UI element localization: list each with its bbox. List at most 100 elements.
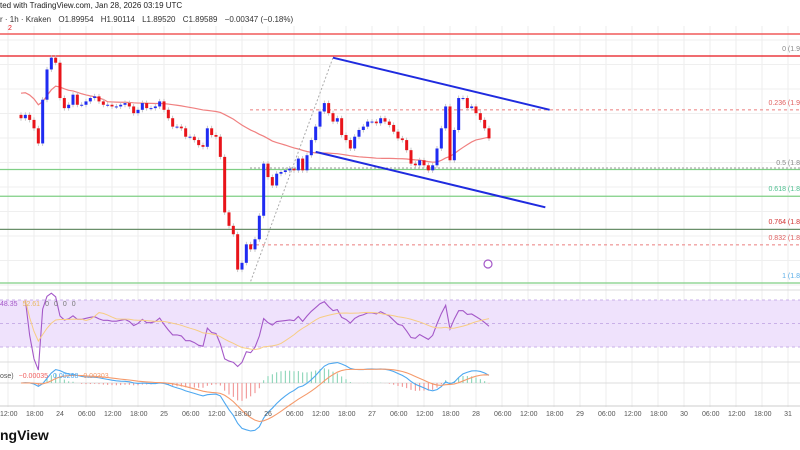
time-tick-label: 28 [472, 411, 480, 418]
rsi-ma-value: 52.61 [22, 301, 41, 308]
candle [218, 136, 222, 157]
candle [396, 131, 400, 139]
candle [171, 118, 175, 127]
fib-label: 0.236 (1.9 [768, 99, 800, 107]
time-tick-label: 26 [264, 411, 272, 418]
candle [292, 168, 296, 171]
candle [210, 128, 214, 136]
candle [418, 160, 422, 166]
fib-label: 1 (1.8 [782, 273, 800, 280]
rsi-extra: 0 [71, 301, 76, 308]
candle [283, 170, 287, 173]
time-tick-label: 18:00 [26, 411, 44, 418]
candle [357, 129, 361, 137]
candle [101, 101, 105, 105]
time-tick-label: 12:00 [624, 411, 642, 418]
candle [470, 106, 474, 109]
candle [309, 140, 313, 156]
candle [257, 215, 261, 240]
candle [266, 163, 270, 178]
time-tick-label: 06:00 [702, 411, 720, 418]
candle [179, 126, 183, 129]
candle [140, 103, 144, 110]
macd-line [20, 361, 490, 432]
macd-signal-value: 0.00303 [83, 373, 109, 380]
candle [348, 140, 352, 149]
candle [426, 165, 430, 171]
time-tick-label: 29 [576, 411, 584, 418]
time-tick-label: 12:00 [520, 411, 538, 418]
channel-upper-line [332, 56, 550, 111]
candle [318, 111, 322, 127]
candle [132, 106, 136, 114]
candle [461, 98, 465, 100]
time-tick-label: 18:00 [338, 411, 356, 418]
symbol-info: r · 1h · Kraken [0, 15, 52, 24]
ohlc-high: H1.90114 [100, 15, 135, 24]
rsi-extra: 0 [45, 301, 49, 308]
candle [67, 104, 71, 109]
time-tick-label: 12:00 [312, 411, 330, 418]
time-tick-label: 25 [160, 411, 168, 418]
candle [158, 101, 162, 107]
candle [422, 160, 426, 166]
candle [413, 163, 417, 166]
candle [201, 145, 205, 147]
candle [244, 244, 248, 263]
time-tick-label: 27 [368, 411, 376, 418]
ohlc-legend: r · 1h · Kraken O1.89954 H1.90114 L1.895… [0, 15, 298, 24]
time-tick-label: 12:00 [416, 411, 434, 418]
candle [123, 103, 127, 105]
candle [93, 96, 97, 99]
candle [392, 124, 396, 132]
candle [236, 234, 240, 270]
candle [145, 103, 149, 109]
candle [457, 98, 461, 130]
fib-label: 0.764 (1.8 [768, 219, 800, 227]
candle [327, 103, 331, 114]
rsi-legend: 48.35 52.61 0 0 0 0 [0, 301, 81, 308]
candle [374, 121, 378, 124]
candle [431, 165, 435, 171]
candle [162, 101, 166, 110]
candle [314, 126, 318, 141]
candle [483, 119, 487, 129]
rsi-extra: 0 [62, 301, 67, 308]
candle [23, 114, 27, 119]
candle [465, 98, 469, 109]
candle [62, 98, 66, 109]
candle [110, 104, 114, 107]
candle [335, 118, 339, 122]
rsi-line [24, 292, 490, 371]
candle [361, 126, 365, 130]
candle [452, 129, 456, 161]
candle [75, 94, 79, 105]
time-tick-label: 06:00 [494, 411, 512, 418]
candle [487, 128, 491, 139]
candle [296, 158, 300, 171]
macd-hist-value: −0.00035 [18, 373, 49, 380]
rsi-value: 48.35 [0, 301, 18, 308]
time-tick-label: 31 [784, 411, 792, 418]
time-tick-label: 06:00 [78, 411, 96, 418]
candle [127, 103, 131, 107]
candle [58, 62, 62, 99]
time-tick-label: 06:00 [286, 411, 304, 418]
candle [80, 104, 84, 106]
fib-label: 0.5 (1.8 [776, 159, 800, 167]
candle [54, 57, 58, 63]
candle [400, 138, 404, 141]
candle [45, 69, 49, 100]
time-tick-label: 18:00 [650, 411, 668, 418]
candle [409, 150, 413, 164]
candle [214, 135, 218, 137]
candle [379, 118, 383, 124]
macd-signal-line [20, 368, 490, 423]
candle [275, 173, 279, 186]
candle [119, 104, 123, 107]
time-tick-label: 06:00 [182, 411, 200, 418]
replay-icon [483, 259, 493, 269]
candle [28, 114, 32, 120]
candle [166, 109, 170, 119]
